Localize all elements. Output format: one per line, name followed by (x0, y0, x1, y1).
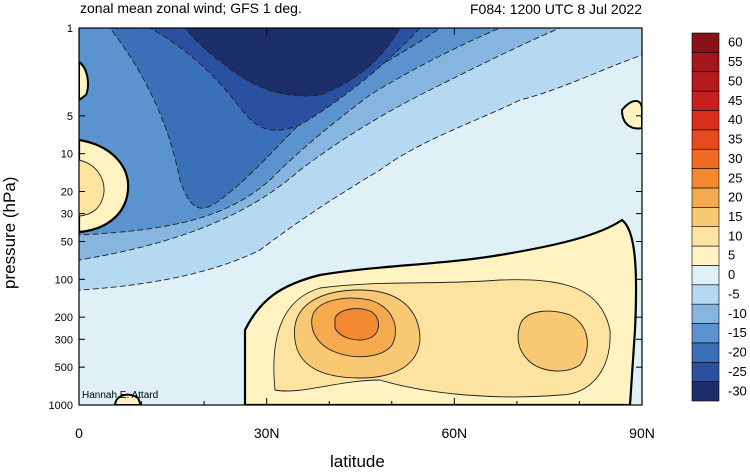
x-axis-label: latitude (330, 452, 385, 471)
colorbar-swatch (691, 187, 720, 208)
y-tick-label: 10 (61, 149, 73, 161)
chart-title: zonal mean zonal wind; GFS 1 deg. (80, 0, 302, 16)
colorbar-swatch (691, 303, 720, 324)
x-axis: 0 30N 60N 90N (75, 28, 655, 441)
feature-upper-right (620, 100, 642, 130)
y-tick-label: 50 (61, 237, 73, 249)
colorbar-label: 50 (728, 73, 742, 88)
colorbar-label: 20 (728, 190, 742, 205)
colorbar-label: -10 (728, 306, 747, 321)
colorbar-swatch (691, 129, 720, 150)
colorbar-swatch (691, 342, 720, 363)
band-lower-10b (517, 310, 588, 372)
colorbar-label: 30 (728, 151, 742, 166)
colorbar-label: 35 (728, 132, 742, 147)
colorbar: -30 -25 -20 -15 -10 -5 0 5 10 15 20 25 30 35 40 45 50 55 6… (691, 32, 747, 402)
colorbar-label: 15 (728, 209, 742, 224)
colorbar-label: 5 (728, 248, 735, 263)
x-tick-label: 60N (441, 425, 467, 441)
plot-frame (78, 27, 643, 406)
colorbar-swatch (691, 32, 720, 53)
y-axis: 1 5 10 20 30 50 100 200 300 500 1000 (49, 23, 642, 412)
y-tick-label: 100 (55, 274, 73, 286)
y-tick-label: 30 (61, 209, 73, 221)
colorbar-label: -30 (728, 383, 747, 398)
colorbar-label: 40 (728, 112, 742, 127)
colorbar-swatch (691, 52, 720, 73)
colorbar-swatch (691, 71, 720, 92)
colorbar-swatch (691, 381, 720, 402)
x-tick-label: 90N (629, 425, 655, 441)
colorbar-swatch (691, 207, 720, 227)
feature-upper-left (79, 60, 89, 102)
colorbar-swatch (691, 110, 720, 131)
colorbar-label: 25 (728, 170, 742, 185)
colorbar-swatch (691, 245, 720, 266)
colorbar-label: -5 (728, 286, 740, 301)
colorbar-label: -20 (728, 345, 747, 360)
colorbar-label: 45 (728, 93, 742, 108)
colorbar-swatch (691, 361, 720, 382)
colorbar-swatch (691, 168, 720, 189)
x-tick-label: 0 (75, 425, 83, 441)
colorbar-swatch (691, 226, 720, 247)
colorbar-label: 55 (728, 54, 742, 69)
y-tick-label: 1000 (49, 400, 73, 412)
colorbar-swatch (691, 284, 720, 305)
colorbar-label: 60 (728, 35, 742, 50)
colorbar-label: -15 (728, 325, 747, 340)
colorbar-label: 10 (728, 228, 742, 243)
band-tropical-10 (79, 159, 105, 217)
y-tick-label: 5 (67, 111, 73, 123)
x-tick-label: 30N (254, 425, 280, 441)
y-tick-label: 500 (55, 362, 73, 374)
y-tick-label: 200 (55, 312, 73, 324)
y-tick-label: 300 (55, 334, 73, 346)
y-axis-label: pressure (hPa) (0, 176, 19, 289)
colorbar-swatch (691, 265, 720, 286)
colorbar-swatch (691, 148, 720, 169)
band-minus-30 (184, 28, 401, 97)
contour-field (79, 28, 642, 405)
y-tick-label: 1 (67, 23, 73, 35)
y-tick-label: 20 (61, 186, 73, 198)
credit-label: Hannah E. Attard (82, 390, 159, 401)
colorbar-label: 0 (728, 267, 735, 282)
colorbar-swatch (691, 90, 720, 111)
band-lower-20 (334, 308, 379, 341)
chart-subtitle: F084: 1200 UTC 8 Jul 2022 (470, 1, 642, 17)
colorbar-label: -25 (728, 364, 747, 379)
colorbar-swatch (691, 323, 720, 344)
